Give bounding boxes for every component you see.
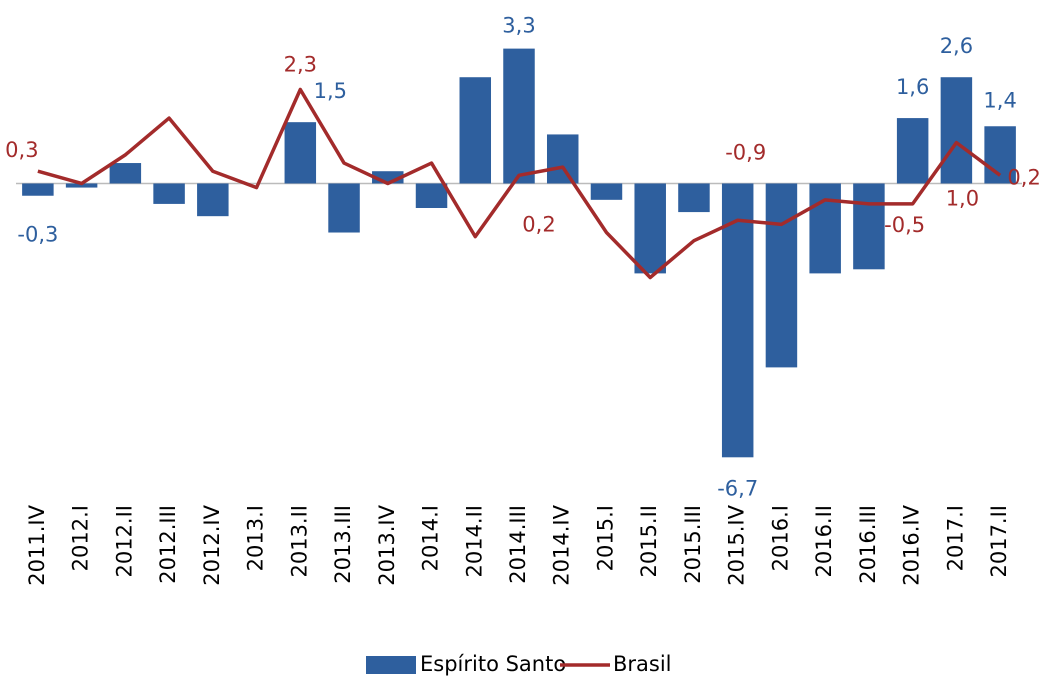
data-label: 3,3 xyxy=(502,14,535,38)
x-tick-label: 2016.III xyxy=(856,505,880,584)
data-label: 0,3 xyxy=(5,138,38,162)
bar xyxy=(153,183,185,204)
bar xyxy=(284,122,317,184)
bar xyxy=(809,183,841,274)
x-tick-label: 2015.IV xyxy=(725,504,749,585)
bar xyxy=(765,183,798,368)
x-tick-label: 2013.I xyxy=(244,505,268,571)
x-tick-label: 2012.II xyxy=(112,505,136,578)
x-tick-label: 2011.IV xyxy=(25,504,49,585)
bar xyxy=(415,183,448,208)
x-tick-label: 2014.II xyxy=(462,505,486,578)
data-label: 1,5 xyxy=(314,79,347,103)
x-tick-label: 2015.I xyxy=(593,505,617,571)
x-tick-label: 2012.IV xyxy=(200,504,224,585)
x-tick-label: 2015.II xyxy=(637,505,661,578)
x-tick-label: 2014.IV xyxy=(550,504,574,585)
bar xyxy=(109,163,142,184)
data-label: 0,2 xyxy=(522,212,555,236)
data-label: 1,6 xyxy=(896,75,929,99)
data-label: -0,5 xyxy=(884,213,925,237)
legend-label: Espírito Santo xyxy=(420,652,566,676)
bar xyxy=(678,183,710,213)
x-tick-label: 2013.IV xyxy=(375,504,399,585)
bar xyxy=(590,183,623,200)
data-label: 2,3 xyxy=(284,52,317,76)
line xyxy=(37,87,1002,280)
data-label: 2,6 xyxy=(940,34,973,58)
data-label: -0,3 xyxy=(17,223,58,247)
bar xyxy=(546,134,579,184)
x-tick-label: 2013.III xyxy=(331,505,355,584)
bar xyxy=(459,77,492,184)
x-tick-label: 2014.I xyxy=(419,505,443,571)
bar xyxy=(853,183,885,270)
data-label: 1,0 xyxy=(946,187,979,211)
x-tick-label: 2012.III xyxy=(156,505,180,584)
x-tick-label: 2016.IV xyxy=(900,504,924,585)
bar xyxy=(197,183,229,217)
bar xyxy=(22,183,54,196)
x-tick-label: 2014.III xyxy=(506,505,530,584)
x-tick-label: 2016.II xyxy=(812,505,836,578)
bar xyxy=(634,183,666,274)
bar xyxy=(721,183,754,458)
bar xyxy=(503,48,535,184)
bar xyxy=(328,183,360,233)
x-tick-label: 2012.I xyxy=(69,505,93,571)
bar xyxy=(896,118,929,184)
legend-swatch xyxy=(366,656,416,674)
x-tick-label: 2017.II xyxy=(987,505,1011,578)
legend-label: Brasil xyxy=(613,652,672,676)
x-tick-label: 2015.III xyxy=(681,505,705,584)
data-label: 1,4 xyxy=(983,88,1016,112)
x-tick-label: 2013.II xyxy=(287,505,311,578)
x-tick-label: 2016.I xyxy=(768,505,792,571)
bar xyxy=(65,183,98,188)
bar xyxy=(940,77,973,184)
data-label: -0,9 xyxy=(725,140,766,164)
data-label: -6,7 xyxy=(717,476,758,500)
x-tick-label: 2017.I xyxy=(943,505,967,571)
data-label: 0,2 xyxy=(1007,165,1040,189)
